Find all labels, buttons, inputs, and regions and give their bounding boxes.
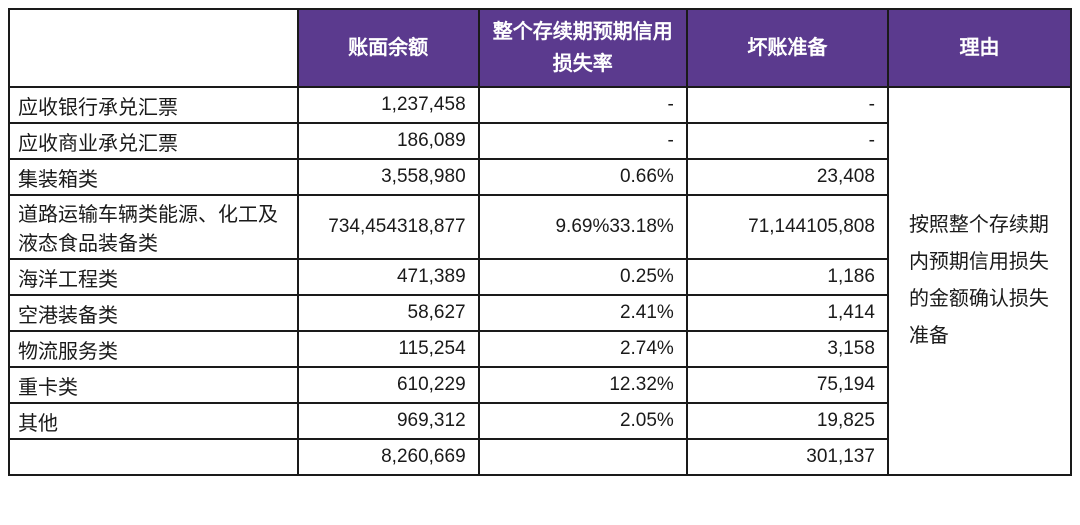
balance-cell: 734,454318,877 [296, 194, 480, 260]
loss-rate-cell: 2.74% [477, 330, 688, 368]
category-cell: 其他 [8, 402, 299, 440]
table-body: 应收银行承兑汇票 1,237,458 - - 按照整个存续期内预期信用损失的金额… [8, 86, 1073, 476]
category-cell: 海洋工程类 [8, 258, 299, 296]
category-cell: 物流服务类 [8, 330, 299, 368]
table-header: 账面余额 整个存续期预期信用损失率 坏账准备 理由 [8, 8, 1073, 88]
loss-rate-cell: 9.69%33.18% [477, 194, 688, 260]
table-row: 道路运输车辆类能源、化工及液态食品装备类 734,454318,877 9.69… [8, 194, 1071, 260]
table-row: 应收商业承兑汇票 186,089 - - [8, 122, 1071, 160]
total-loss-rate-cell [477, 438, 688, 476]
loss-rate-cell: 0.66% [477, 158, 688, 196]
table-row: 海洋工程类 471,389 0.25% 1,186 [8, 258, 1071, 296]
balance-cell: 969,312 [296, 402, 480, 440]
header-cell-provision: 坏账准备 [685, 8, 889, 88]
header-cell-loss-rate: 整个存续期预期信用损失率 [477, 8, 688, 88]
total-provision-cell: 301,137 [685, 438, 889, 476]
balance-cell: 186,089 [296, 122, 480, 160]
table-row: 空港装备类 58,627 2.41% 1,414 [8, 294, 1071, 332]
category-cell: 重卡类 [8, 366, 299, 404]
loss-rate-cell: 0.25% [477, 258, 688, 296]
balance-cell: 115,254 [296, 330, 480, 368]
category-cell: 应收银行承兑汇票 [8, 86, 299, 124]
balance-cell: 3,558,980 [296, 158, 480, 196]
loss-rate-cell: 2.05% [477, 402, 688, 440]
table-row: 集装箱类 3,558,980 0.66% 23,408 [8, 158, 1071, 196]
header-cell-category [8, 8, 299, 88]
category-cell: 应收商业承兑汇票 [8, 122, 299, 160]
total-balance-cell: 8,260,669 [296, 438, 480, 476]
total-row: 8,260,669 301,137 [8, 438, 1071, 476]
provision-cell: 23,408 [685, 158, 889, 196]
table-row: 物流服务类 115,254 2.74% 3,158 [8, 330, 1071, 368]
header-cell-reason: 理由 [886, 8, 1073, 88]
provision-cell: - [685, 86, 889, 124]
category-cell: 道路运输车辆类能源、化工及液态食品装备类 [8, 194, 299, 260]
category-cell: 空港装备类 [8, 294, 299, 332]
table-row: 重卡类 610,229 12.32% 75,194 [8, 366, 1071, 404]
provision-cell: 1,186 [685, 258, 889, 296]
header-row: 账面余额 整个存续期预期信用损失率 坏账准备 理由 [8, 8, 1073, 88]
total-category-cell [8, 438, 299, 476]
balance-cell: 1,237,458 [296, 86, 480, 124]
loss-rate-cell: 12.32% [477, 366, 688, 404]
provision-cell: 75,194 [685, 366, 889, 404]
provision-cell: - [685, 122, 889, 160]
provision-cell: 71,144105,808 [685, 194, 889, 260]
provision-cell: 1,414 [685, 294, 889, 332]
table-row: 应收银行承兑汇票 1,237,458 - - 按照整个存续期内预期信用损失的金额… [8, 86, 1073, 476]
balance-cell: 58,627 [296, 294, 480, 332]
category-cell: 集装箱类 [8, 158, 299, 196]
reason-cell: 按照整个存续期内预期信用损失的金额确认损失准备 [886, 86, 1073, 476]
header-cell-balance: 账面余额 [296, 8, 480, 88]
balance-cell: 471,389 [296, 258, 480, 296]
loss-rate-cell: - [477, 86, 688, 124]
loss-rate-cell: - [477, 122, 688, 160]
provision-cell: 3,158 [685, 330, 889, 368]
table-row: 其他 969,312 2.05% 19,825 [8, 402, 1071, 440]
provision-cell: 19,825 [685, 402, 889, 440]
credit-loss-table: 账面余额 整个存续期预期信用损失率 坏账准备 理由 应收银行承兑汇票 1,237… [8, 8, 1073, 476]
loss-rate-cell: 2.41% [477, 294, 688, 332]
balance-cell: 610,229 [296, 366, 480, 404]
